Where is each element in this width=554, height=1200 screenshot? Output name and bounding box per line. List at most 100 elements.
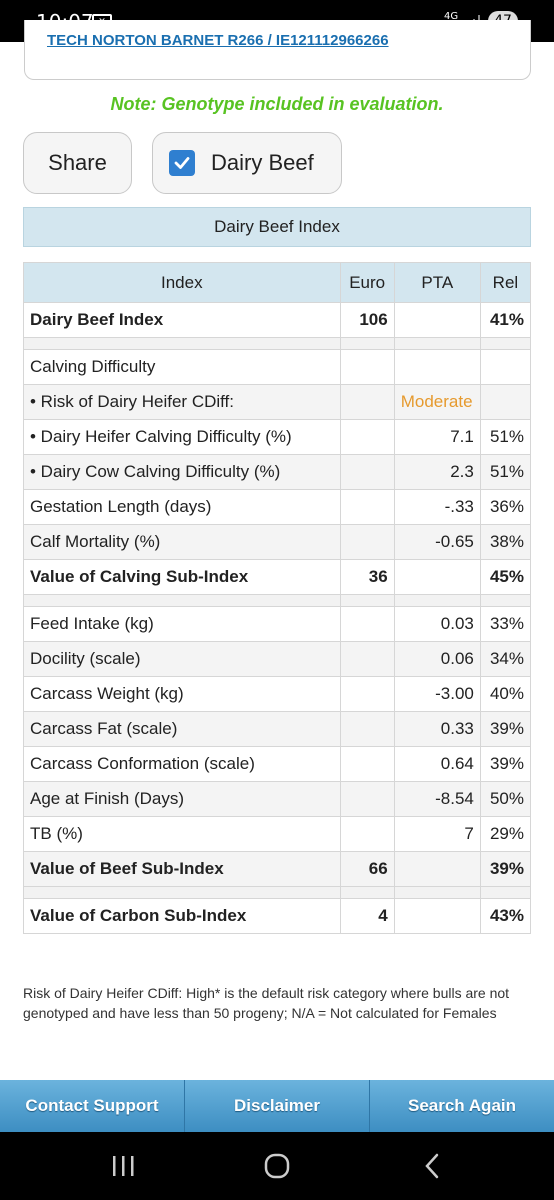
table-row: • Dairy Heifer Calving Difficulty (%) 7.…	[23, 419, 532, 455]
table-header-row: Index Euro PTA Rel	[23, 262, 532, 303]
dairy-beef-toggle[interactable]: Dairy Beef	[152, 132, 342, 194]
row-label: Value of Beef Sub-Index	[23, 851, 341, 887]
row-label: • Dairy Heifer Calving Difficulty (%)	[23, 419, 341, 455]
row-label: Carcass Conformation (scale)	[23, 746, 341, 782]
section-title: Dairy Beef Index	[23, 207, 531, 247]
table-row: • Dairy Cow Calving Difficulty (%) 2.3 5…	[23, 454, 532, 490]
row-label: Carcass Weight (kg)	[23, 676, 341, 712]
row-label: Gestation Length (days)	[23, 489, 341, 525]
table-row: Carcass Fat (scale) 0.33 39%	[23, 711, 532, 747]
row-euro	[339, 746, 395, 782]
checkbox-checked-icon[interactable]	[169, 150, 195, 176]
bottom-action-bar: Contact Support Disclaimer Search Again	[0, 1080, 554, 1132]
row-label: Carcass Fat (scale)	[23, 711, 341, 747]
row-rel: 40%	[479, 676, 532, 712]
row-rel: 39%	[479, 746, 532, 782]
row-pta: 7	[393, 816, 481, 852]
animal-info-card: TECH NORTON BARNET R266 / IE121112966266	[24, 20, 531, 80]
genotype-note: Note: Genotype included in evaluation.	[110, 94, 444, 114]
row-pta: 2.3	[393, 454, 481, 490]
row-euro	[339, 489, 395, 525]
row-rel: 36%	[479, 489, 532, 525]
table-row: Docility (scale) 0.06 34%	[23, 641, 532, 677]
header-pta: PTA	[393, 262, 481, 303]
row-label: TB (%)	[23, 816, 341, 852]
dairy-beef-label: Dairy Beef	[211, 150, 314, 175]
table-row: Calf Mortality (%) -0.65 38%	[23, 524, 532, 560]
row-pta	[393, 302, 481, 338]
row-euro	[339, 816, 395, 852]
row-rel: 51%	[479, 419, 532, 455]
row-label: Docility (scale)	[23, 641, 341, 677]
table-row: Value of Beef Sub-Index 66 39%	[23, 851, 532, 887]
row-rel: 43%	[479, 898, 532, 934]
row-label: Value of Carbon Sub-Index	[23, 898, 341, 934]
row-pta	[393, 851, 481, 887]
table-spacer	[23, 886, 532, 899]
table-row: Dairy Beef Index 106 41%	[23, 302, 532, 338]
row-rel: 50%	[479, 781, 532, 817]
header-euro: Euro	[339, 262, 395, 303]
back-icon[interactable]	[413, 1148, 453, 1184]
row-euro	[339, 349, 395, 385]
row-rel: 45%	[479, 559, 532, 595]
row-euro	[339, 641, 395, 677]
row-label: Age at Finish (Days)	[23, 781, 341, 817]
row-pta: -3.00	[393, 676, 481, 712]
header-index: Index	[23, 262, 341, 303]
network-type: 4G	[444, 11, 459, 22]
table-row: Feed Intake (kg) 0.03 33%	[23, 606, 532, 642]
row-pta	[393, 349, 481, 385]
share-button[interactable]: Share	[23, 132, 132, 194]
row-pta: 0.64	[393, 746, 481, 782]
row-euro	[339, 419, 395, 455]
row-euro	[339, 676, 395, 712]
system-nav-bar	[0, 1132, 554, 1200]
row-rel: 39%	[479, 711, 532, 747]
row-euro	[339, 384, 395, 420]
row-rel: 29%	[479, 816, 532, 852]
share-button-label: Share	[48, 150, 107, 175]
table-row: TB (%) 7 29%	[23, 816, 532, 852]
table-row: • Risk of Dairy Heifer CDiff: Moderate	[23, 384, 532, 420]
table-row: Calving Difficulty	[23, 349, 532, 385]
table-row: Carcass Weight (kg) -3.00 40%	[23, 676, 532, 712]
row-euro	[339, 711, 395, 747]
contact-support-button[interactable]: Contact Support	[0, 1080, 185, 1132]
row-rel: 34%	[479, 641, 532, 677]
table-row: Age at Finish (Days) -8.54 50%	[23, 781, 532, 817]
row-pta: 0.06	[393, 641, 481, 677]
row-rel: 51%	[479, 454, 532, 490]
row-pta: -8.54	[393, 781, 481, 817]
disclaimer-button[interactable]: Disclaimer	[185, 1080, 370, 1132]
home-icon[interactable]	[257, 1148, 297, 1184]
table-row: Gestation Length (days) -.33 36%	[23, 489, 532, 525]
row-pta: 7.1	[393, 419, 481, 455]
row-pta: -0.65	[393, 524, 481, 560]
row-pta	[393, 898, 481, 934]
row-euro	[339, 606, 395, 642]
table-spacer	[23, 594, 532, 607]
index-table: Index Euro PTA Rel Dairy Beef Index 106 …	[23, 262, 532, 934]
row-label: Calving Difficulty	[23, 349, 341, 385]
row-euro	[339, 781, 395, 817]
row-label: • Dairy Cow Calving Difficulty (%)	[23, 454, 341, 490]
search-again-button[interactable]: Search Again	[407, 1096, 517, 1115]
row-euro: 66	[339, 851, 395, 887]
row-label: Dairy Beef Index	[23, 302, 341, 338]
row-rel: 41%	[479, 302, 532, 338]
animal-link[interactable]: TECH NORTON BARNET R266 / IE121112966266	[47, 32, 389, 49]
table-row: Value of Carbon Sub-Index 4 43%	[23, 898, 532, 934]
footnote: Risk of Dairy Heifer CDiff: High* is the…	[23, 985, 510, 1021]
row-pta: 0.03	[393, 606, 481, 642]
row-euro	[339, 524, 395, 560]
row-pta: -.33	[393, 489, 481, 525]
row-euro	[339, 454, 395, 490]
row-euro: 4	[339, 898, 395, 934]
row-pta	[393, 559, 481, 595]
row-rel: 39%	[479, 851, 532, 887]
row-label: • Risk of Dairy Heifer CDiff:	[23, 384, 341, 420]
row-rel	[479, 349, 532, 385]
table-row: Carcass Conformation (scale) 0.64 39%	[23, 746, 532, 782]
recent-apps-icon[interactable]	[103, 1148, 143, 1184]
